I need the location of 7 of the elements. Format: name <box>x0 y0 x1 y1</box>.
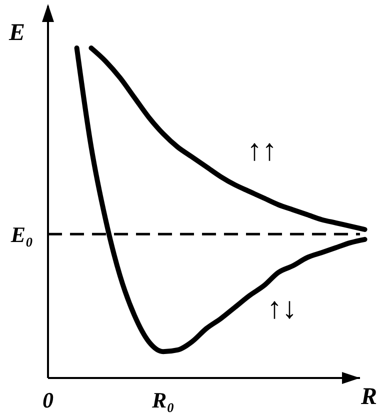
ref-line-label: E₀ <box>10 222 34 248</box>
y-axis-title: E <box>8 20 26 46</box>
annotation: ↑↑ <box>247 134 277 167</box>
x-axis-title: R <box>360 384 378 410</box>
annotation: ↑↓ <box>267 292 297 325</box>
x-tick-label: R₀ <box>151 387 174 412</box>
x-tick-label: 0 <box>42 387 54 412</box>
